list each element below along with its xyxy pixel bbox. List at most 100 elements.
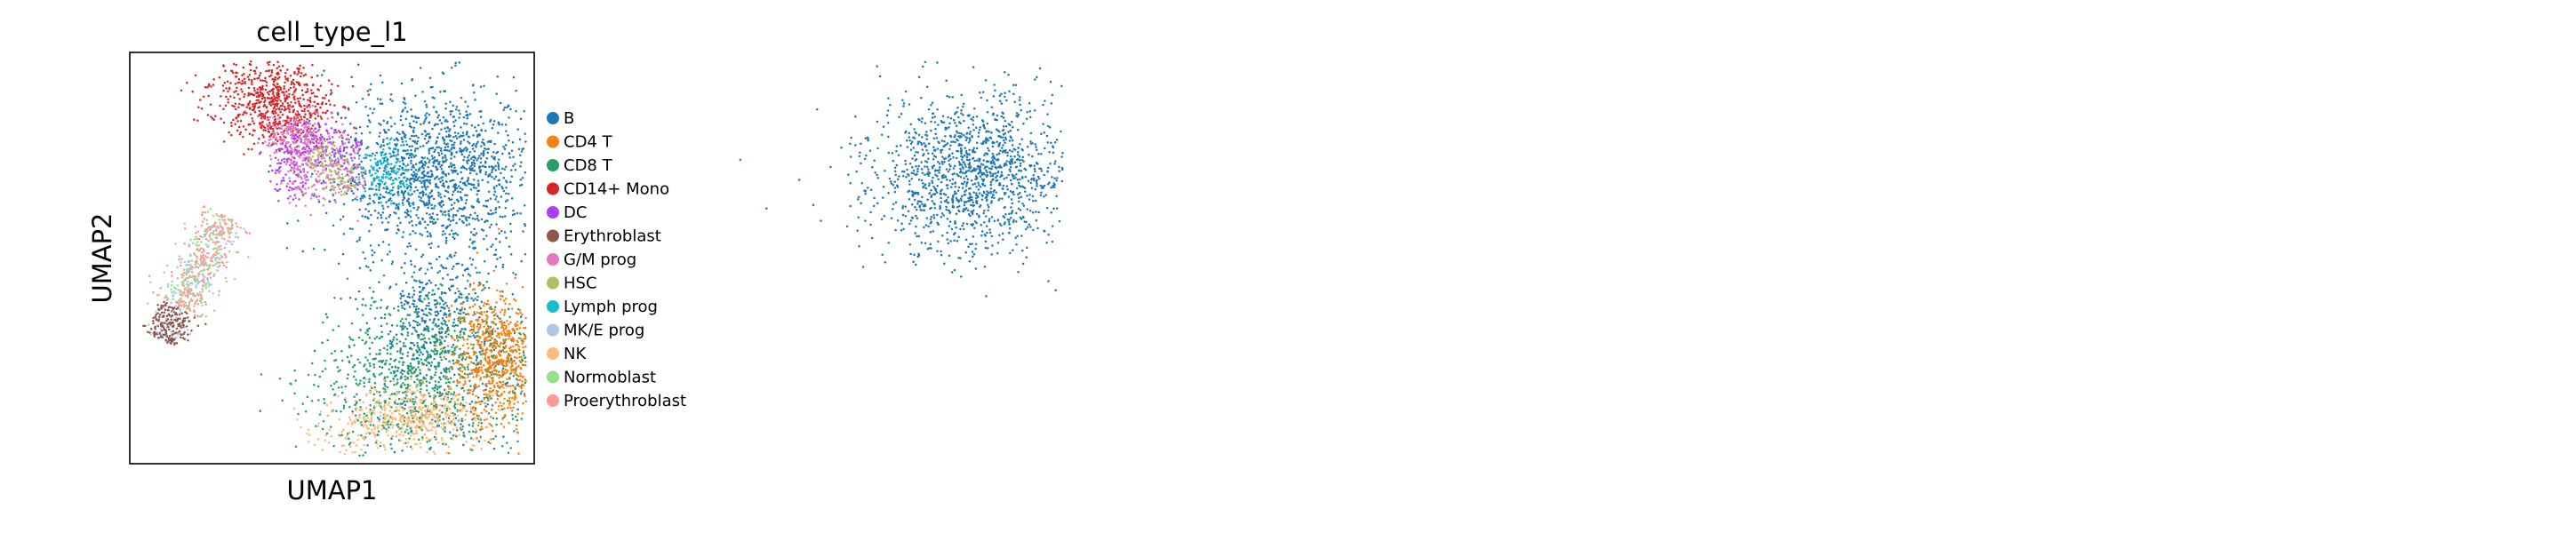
data-point	[308, 434, 311, 436]
data-point	[383, 404, 387, 407]
data-point	[362, 167, 365, 171]
data-point	[516, 378, 519, 382]
data-point	[505, 297, 508, 300]
data-point	[436, 168, 438, 171]
data-point	[268, 115, 272, 119]
data-point	[426, 389, 428, 392]
data-point	[488, 392, 491, 394]
data-point	[180, 89, 183, 92]
data-point	[356, 307, 359, 311]
data-point	[509, 447, 512, 449]
data-point	[425, 193, 428, 195]
data-point	[428, 192, 432, 195]
data-point	[313, 95, 316, 98]
data-point	[504, 206, 508, 210]
data-point	[372, 107, 376, 110]
data-point	[512, 368, 516, 370]
data-point	[328, 135, 331, 138]
data-point	[468, 257, 472, 260]
data-point	[401, 356, 404, 360]
data-point	[402, 409, 404, 412]
data-point	[272, 83, 275, 86]
data-point	[471, 155, 474, 159]
data-point	[451, 337, 454, 339]
data-point	[307, 121, 309, 124]
data-point	[288, 125, 291, 128]
data-point	[301, 194, 305, 197]
data-point	[453, 166, 456, 169]
data-point	[504, 143, 508, 147]
data-point	[332, 180, 336, 184]
data-point	[369, 392, 372, 394]
data-point	[348, 431, 351, 434]
data-point	[375, 151, 379, 155]
data-point	[516, 340, 519, 344]
data-point	[373, 426, 376, 429]
data-point	[376, 391, 380, 394]
data-point	[428, 305, 430, 307]
data-point	[310, 138, 314, 140]
data-point	[399, 416, 402, 419]
data-point	[237, 78, 241, 81]
data-point	[467, 376, 469, 378]
data-point	[489, 386, 492, 390]
data-point	[484, 359, 488, 362]
data-point	[463, 268, 467, 272]
data-point	[252, 87, 256, 90]
data-point	[512, 76, 516, 79]
data-point	[459, 320, 462, 322]
data-point	[479, 377, 483, 379]
data-point	[284, 127, 287, 130]
data-point	[501, 363, 505, 367]
data-point	[404, 189, 407, 193]
data-point	[489, 382, 492, 386]
data-point	[444, 90, 447, 92]
data-point	[268, 60, 271, 64]
data-point	[476, 401, 479, 404]
data-point	[522, 402, 524, 405]
data-point	[326, 109, 329, 113]
data-point	[396, 309, 400, 312]
data-point	[431, 418, 434, 421]
data-point	[517, 375, 520, 378]
data-point	[390, 420, 394, 424]
data-point	[434, 165, 437, 168]
data-point	[521, 177, 524, 179]
data-point	[521, 286, 524, 289]
data-point	[484, 320, 487, 322]
data-point	[321, 427, 324, 431]
data-point	[392, 336, 396, 339]
data-point	[499, 290, 502, 293]
data-point	[445, 410, 448, 412]
data-point	[494, 364, 497, 368]
data-point	[285, 119, 288, 123]
data-point	[423, 337, 427, 339]
data-point	[501, 383, 504, 386]
data-point	[485, 303, 488, 306]
data-point	[404, 211, 407, 214]
data-point	[312, 134, 316, 137]
data-point	[386, 428, 389, 432]
data-point	[491, 332, 494, 336]
data-point	[373, 382, 377, 385]
data-point	[460, 140, 462, 143]
data-point	[384, 385, 387, 387]
data-point	[485, 418, 489, 420]
data-point	[222, 65, 225, 68]
data-point	[360, 141, 363, 144]
data-point	[364, 304, 367, 306]
data-point	[380, 428, 383, 431]
data-point	[388, 342, 392, 345]
data-point	[344, 116, 347, 119]
data-point	[258, 101, 260, 104]
data-point	[402, 192, 405, 195]
data-point	[238, 113, 241, 116]
data-point	[412, 129, 415, 131]
data-point	[411, 173, 413, 176]
data-point	[241, 74, 244, 77]
data-point	[308, 440, 310, 443]
data-point	[397, 427, 401, 431]
data-point	[355, 378, 357, 381]
data-point	[427, 297, 430, 300]
data-point	[494, 369, 498, 372]
